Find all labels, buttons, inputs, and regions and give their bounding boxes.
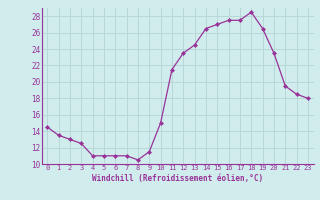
X-axis label: Windchill (Refroidissement éolien,°C): Windchill (Refroidissement éolien,°C) (92, 174, 263, 183)
